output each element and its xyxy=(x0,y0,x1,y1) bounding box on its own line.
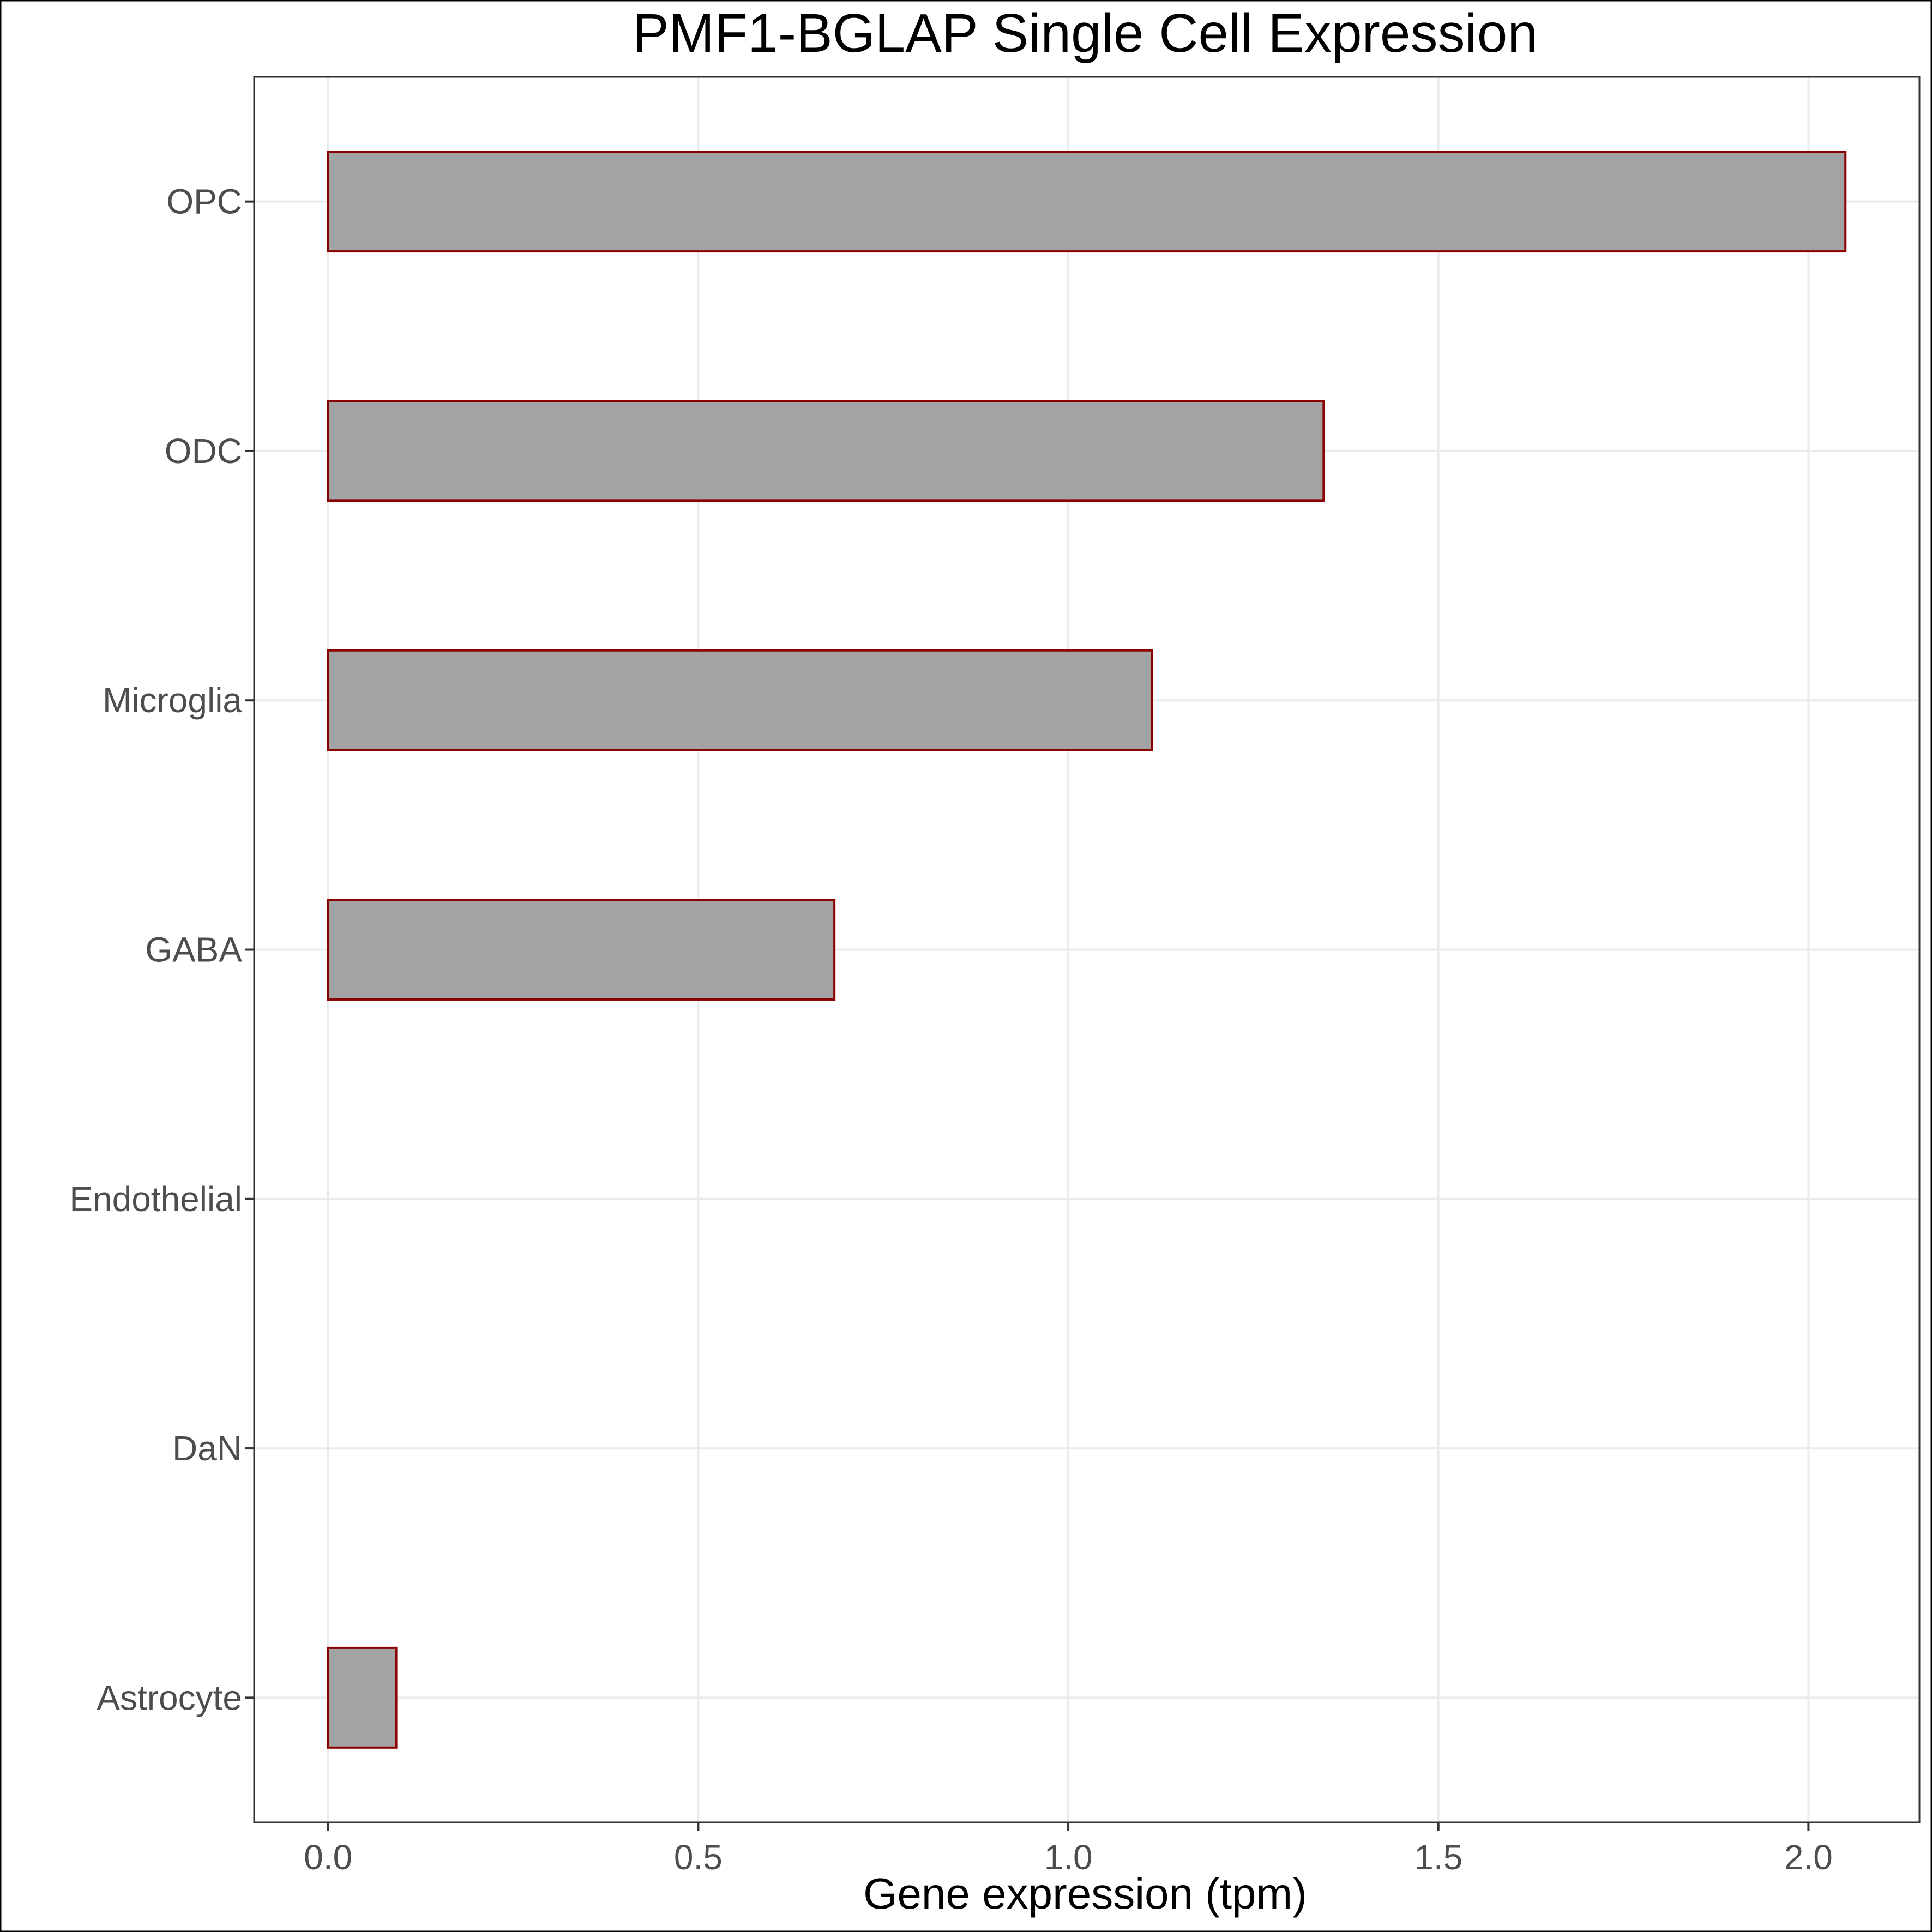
bars xyxy=(327,151,1847,1749)
bar-gaba xyxy=(327,899,836,1001)
x-tick-label: 0.5 xyxy=(674,1838,723,1877)
y-tick-label: GABA xyxy=(145,930,242,970)
chart-title: PMF1-BGLAP Single Cell Expression xyxy=(633,3,1538,64)
x-axis-ticks: 0.0 0.5 1.0 1.5 2.0 xyxy=(304,1822,1833,1877)
y-tick-label: Microglia xyxy=(103,681,242,720)
x-tick-label: 0.0 xyxy=(304,1838,352,1877)
x-tick-label: 2.0 xyxy=(1784,1838,1833,1877)
y-axis-ticks: OPC ODC Microglia GABA Endothelial DaN Astrocy… xyxy=(69,182,254,1717)
y-tick-label: DaN xyxy=(172,1429,242,1468)
bar-odc xyxy=(327,400,1325,502)
y-tick-label: ODC xyxy=(165,431,242,471)
y-tick-label: Astrocyte xyxy=(97,1678,242,1717)
x-tick-label: 1.5 xyxy=(1414,1838,1462,1877)
x-tick-label: 1.0 xyxy=(1044,1838,1093,1877)
y-tick-label: OPC xyxy=(166,182,242,221)
bar-microglia xyxy=(327,649,1153,751)
bar-opc xyxy=(327,151,1847,253)
x-axis-title: Gene expression (tpm) xyxy=(863,1869,1307,1918)
y-tick-label: Endothelial xyxy=(69,1179,242,1219)
bar-astrocyte xyxy=(327,1646,398,1749)
